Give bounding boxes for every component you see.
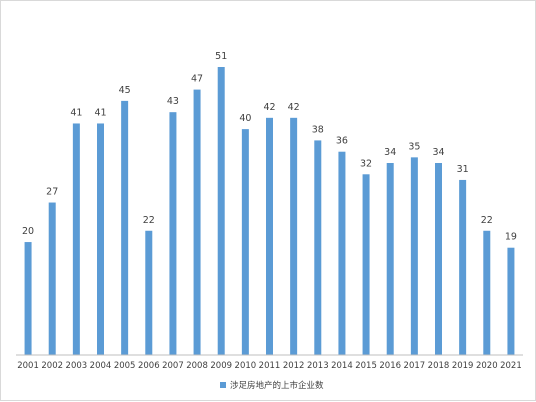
data-label-2012: 42 [288, 102, 300, 113]
bar-2019 [459, 179, 467, 355]
bar-2013 [314, 140, 322, 355]
bars-layer [24, 67, 515, 356]
data-label-2013: 38 [312, 124, 324, 135]
bar-2014 [338, 151, 346, 355]
bar-2007 [169, 112, 177, 356]
data-label-2006: 22 [143, 215, 155, 226]
data-label-2016: 34 [384, 147, 396, 158]
bar-2001 [24, 242, 32, 355]
x-tick-2003: 2003 [66, 361, 88, 371]
x-tick-2002: 2002 [41, 361, 63, 371]
data-label-2014: 36 [336, 136, 348, 147]
bar-2012 [290, 117, 298, 355]
x-tick-2010: 2010 [235, 361, 257, 371]
legend: 涉足房地产的上市企业数 [220, 380, 324, 391]
value-labels-layer: 20 27 41 41 45 22 43 47 51 40 42 42 38 36 32 34 35 34 31 22… [22, 51, 517, 243]
data-label-2008: 47 [191, 74, 203, 85]
bar-2006 [145, 230, 153, 355]
x-tick-2014: 2014 [331, 361, 353, 371]
x-tick-2019: 2019 [452, 361, 474, 371]
x-tick-2008: 2008 [186, 361, 208, 371]
data-label-2010: 40 [239, 113, 251, 124]
bar-2016 [386, 163, 394, 355]
x-tick-labels-layer: 2001 2002 2003 2004 2005 2006 2007 2008 2009 2010… [17, 361, 522, 371]
data-label-2021: 19 [505, 232, 517, 243]
legend-swatch [220, 382, 226, 388]
x-tick-2001: 2001 [17, 361, 39, 371]
bar-2020 [483, 230, 491, 355]
data-label-2005: 45 [119, 85, 131, 96]
x-tick-2006: 2006 [138, 361, 160, 371]
x-tick-2007: 2007 [162, 361, 184, 371]
x-tick-2018: 2018 [428, 361, 450, 371]
bar-2011 [266, 117, 273, 355]
x-tick-2012: 2012 [283, 361, 305, 371]
data-label-2019: 31 [457, 164, 469, 175]
data-label-2018: 34 [432, 147, 444, 158]
data-label-2015: 32 [360, 158, 372, 169]
bar-2004 [97, 123, 104, 355]
x-tick-2011: 2011 [259, 361, 281, 371]
bar-2015 [362, 174, 370, 355]
bar-2002 [48, 202, 56, 355]
x-tick-2021: 2021 [500, 361, 522, 371]
bar-2003 [72, 123, 80, 355]
legend-label: 涉足房地产的上市企业数 [230, 380, 324, 391]
data-label-2020: 22 [481, 215, 493, 226]
x-tick-2016: 2016 [379, 361, 401, 371]
x-tick-2020: 2020 [476, 361, 498, 371]
x-tick-2013: 2013 [307, 361, 329, 371]
data-label-2017: 35 [408, 141, 420, 152]
x-tick-2004: 2004 [90, 361, 112, 371]
bar-2005 [121, 100, 129, 355]
data-label-2001: 20 [22, 226, 34, 237]
x-tick-2015: 2015 [355, 361, 377, 371]
data-label-2003: 41 [70, 107, 82, 118]
x-tick-2005: 2005 [114, 361, 136, 371]
bar-2010 [241, 129, 249, 355]
bar-2017 [410, 157, 418, 355]
data-label-2009: 51 [215, 51, 227, 62]
x-tick-2017: 2017 [404, 361, 426, 371]
bar-2021 [507, 247, 515, 355]
bar-2018 [435, 163, 442, 355]
bar-2009 [217, 67, 225, 355]
bar-2008 [193, 89, 201, 355]
data-label-2007: 43 [167, 96, 179, 107]
data-label-2002: 27 [46, 187, 58, 198]
x-tick-2009: 2009 [210, 361, 232, 371]
data-label-2004: 41 [94, 107, 106, 118]
data-label-2011: 42 [263, 102, 275, 113]
